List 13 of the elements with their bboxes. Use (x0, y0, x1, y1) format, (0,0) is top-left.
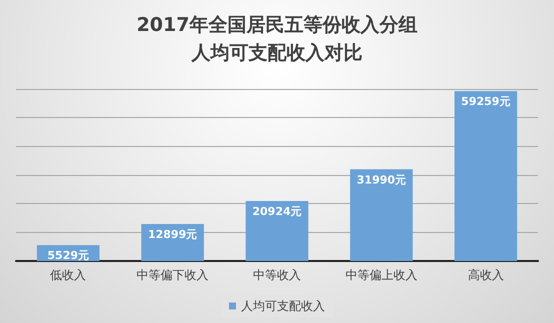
x-tick-label: 中等偏下收入 (136, 268, 209, 282)
chart-subtitle: 人均可支配收入对比 (190, 42, 362, 64)
data-label: 12899元 (148, 228, 198, 242)
legend-label: 人均可支配收入 (241, 299, 325, 313)
chart-title: 2017年全国居民五等份收入分组 (136, 14, 418, 36)
x-tick-label: 高收入 (468, 268, 504, 282)
x-tick-label: 中等收入 (253, 268, 301, 282)
x-tick-label: 低收入 (50, 268, 86, 282)
data-label: 20924元 (252, 205, 302, 218)
data-label: 31990元 (356, 173, 406, 186)
data-label: 5529元 (47, 249, 90, 262)
x-tick-label: 中等偏上收入 (345, 268, 418, 282)
data-label: 59259元 (461, 95, 510, 108)
